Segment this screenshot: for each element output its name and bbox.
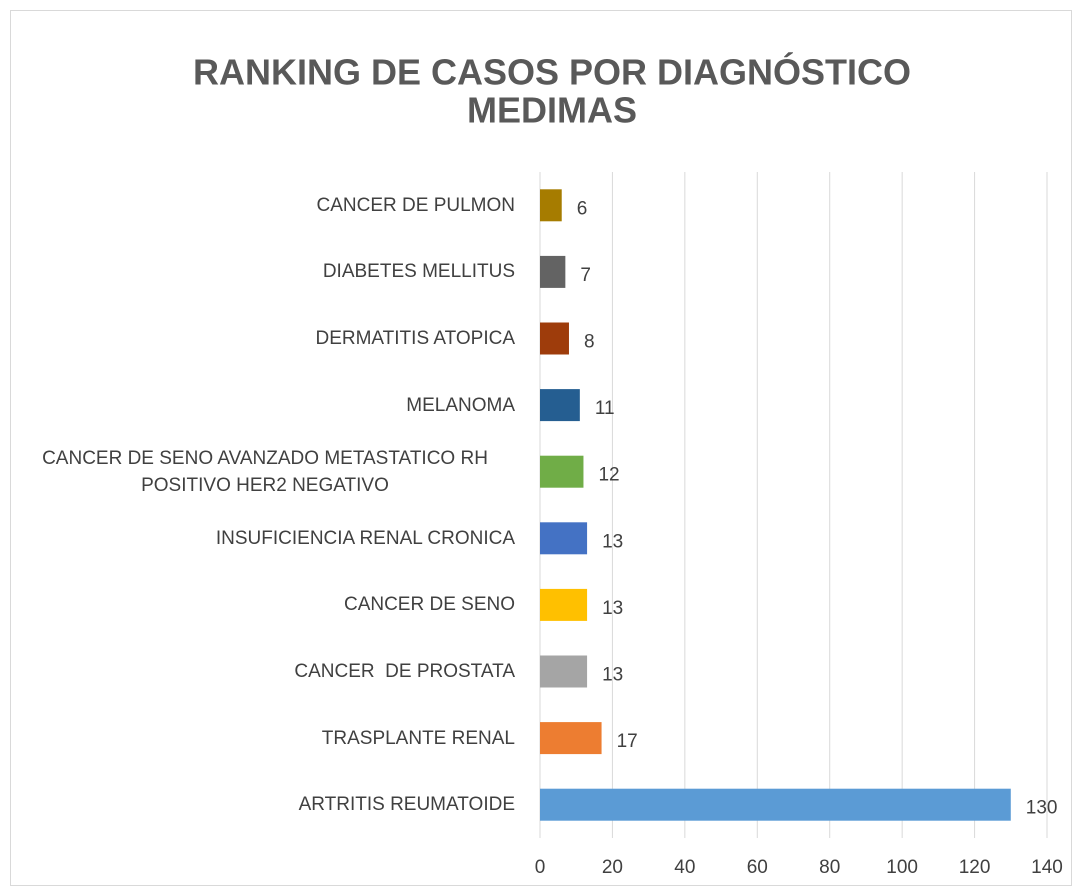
category-label-box: DIABETES MELLITUS — [10, 242, 515, 302]
bar — [540, 389, 580, 422]
y-tick-label: CANCER DE SENO — [343, 594, 515, 616]
bar — [540, 588, 588, 621]
category-label-box: CANCER DE SENO AVANZADO METASTATICO RH P… — [10, 442, 515, 502]
bar — [540, 322, 569, 355]
y-tick-label: CANCER DE PULMON — [316, 194, 515, 216]
data-label: 7 — [580, 265, 591, 286]
bar — [540, 255, 566, 288]
data-label: 13 — [602, 598, 623, 619]
y-tick-label: ARTRITIS REUMATOIDE — [298, 794, 515, 816]
category-label-box: MELANOMA — [10, 375, 515, 435]
bar — [540, 522, 588, 555]
bar — [540, 722, 602, 755]
bar — [540, 655, 588, 688]
y-tick-label: CANCER DE SENO AVANZADO METASTATICO RH P… — [42, 447, 494, 496]
bar — [540, 455, 584, 488]
data-label: 8 — [584, 332, 595, 353]
chart-title: RANKING DE CASOS POR DIAGNÓSTICO — [193, 51, 911, 93]
data-label: 12 — [598, 465, 619, 486]
bar — [540, 788, 1011, 821]
category-label-box: ARTRITIS REUMATOIDE — [10, 775, 515, 835]
data-label: 130 — [1026, 798, 1058, 819]
data-label: 11 — [595, 398, 615, 419]
y-tick-label: DIABETES MELLITUS — [322, 261, 515, 283]
x-tick-label: 60 — [747, 857, 768, 878]
y-tick-label: CANCER DE PROSTATA — [294, 661, 515, 682]
chart-title: MEDIMAS — [467, 90, 637, 131]
category-label-box: CANCER DE SENO — [10, 575, 515, 635]
x-tick-label: 20 — [602, 857, 623, 878]
x-tick-label: 0 — [535, 857, 546, 878]
x-tick-label: 120 — [959, 857, 991, 878]
x-tick-label: 100 — [886, 857, 918, 878]
x-tick-label: 140 — [1031, 857, 1063, 878]
category-label-box: INSUFICIENCIA RENAL CRONICA — [10, 508, 515, 568]
data-label: 17 — [617, 731, 638, 752]
category-label-box: TRASPLANTE RENAL — [10, 708, 515, 768]
data-label: 13 — [602, 665, 623, 686]
bar — [540, 189, 562, 222]
x-tick-label: 40 — [674, 857, 695, 878]
category-label-box: DERMATITIS ATOPICA — [10, 309, 515, 369]
y-tick-label: MELANOMA — [406, 394, 515, 416]
data-label: 6 — [577, 198, 588, 219]
category-label-box: CANCER DE PULMON — [10, 175, 515, 235]
y-tick-label: INSUFICIENCIA RENAL CRONICA — [215, 527, 515, 549]
y-tick-label: TRASPLANTE RENAL — [321, 727, 515, 749]
x-tick-label: 80 — [819, 857, 840, 878]
data-label: 13 — [602, 531, 623, 552]
y-tick-label: DERMATITIS ATOPICA — [315, 328, 515, 349]
category-label-box: CANCER DE PROSTATA — [10, 642, 515, 702]
